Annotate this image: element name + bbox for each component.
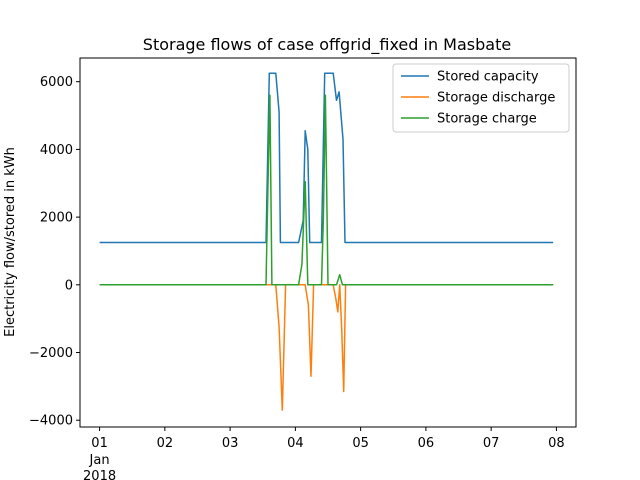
x-tick-label: 08 bbox=[548, 436, 565, 451]
y-tick-label: 2000 bbox=[40, 211, 73, 226]
legend-label: Storage discharge bbox=[437, 91, 555, 106]
x-tick-label: 05 bbox=[352, 436, 369, 451]
y-axis: −4000 −2000 0 2000 4000 6000 bbox=[29, 75, 80, 429]
series-line-2 bbox=[99, 284, 554, 411]
x-tick-label: 04 bbox=[287, 436, 304, 451]
chart-title: Storage flows of case offgrid_fixed in M… bbox=[143, 35, 511, 55]
y-axis-label: Electricity flow/stored in kWh bbox=[3, 147, 18, 337]
plot-frame bbox=[79, 57, 577, 428]
legend-box bbox=[392, 63, 570, 133]
y-tick-label: 6000 bbox=[40, 75, 73, 90]
series-line-1 bbox=[99, 72, 554, 244]
plot-lines bbox=[99, 72, 554, 411]
x-tick-label: 03 bbox=[222, 436, 239, 451]
x-tick-label: 06 bbox=[418, 436, 435, 451]
y-tick-label: 0 bbox=[65, 278, 73, 293]
legend-label: Storage charge bbox=[437, 112, 537, 127]
x-tick-label: 02 bbox=[157, 436, 174, 451]
y-tick-label: −2000 bbox=[29, 346, 73, 361]
x-tick-label: 01 bbox=[91, 436, 108, 451]
x-tick-sublabel: Jan bbox=[89, 453, 110, 468]
y-tick-label: −4000 bbox=[29, 414, 73, 429]
series-line-3 bbox=[99, 94, 554, 286]
legend-label: Stored capacity bbox=[437, 70, 539, 85]
x-tick-label: 07 bbox=[483, 436, 500, 451]
x-tick-sublabel: 2018 bbox=[83, 469, 116, 480]
legend: Stored capacity Storage discharge Storage … bbox=[392, 63, 570, 133]
y-tick-label: 4000 bbox=[40, 143, 73, 158]
